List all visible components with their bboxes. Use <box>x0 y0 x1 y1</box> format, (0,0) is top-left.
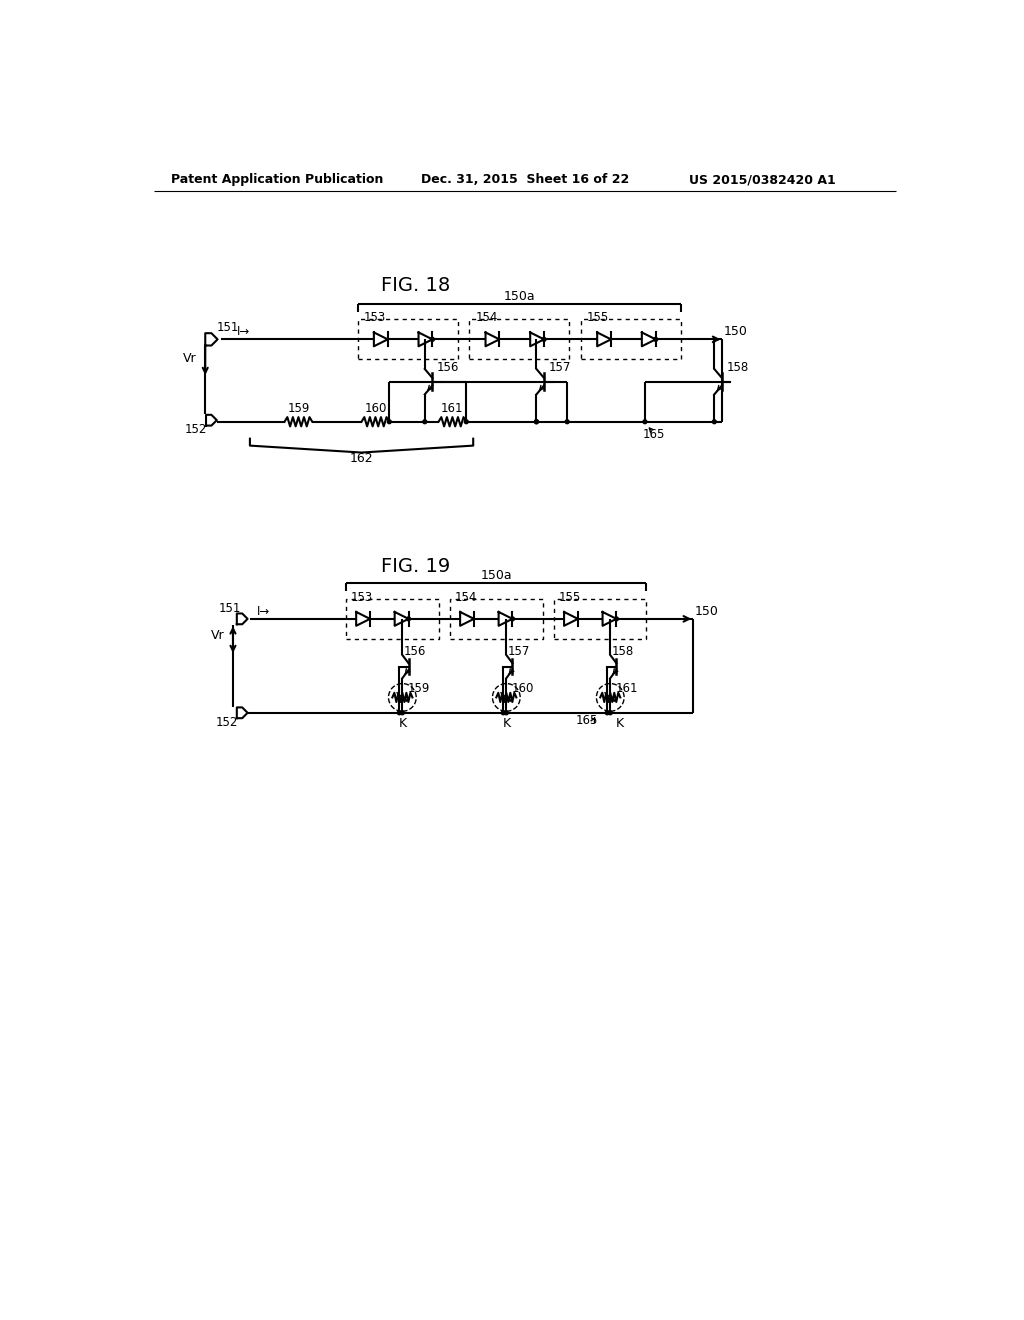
Text: I→: I→ <box>257 605 270 618</box>
Text: 155: 155 <box>587 312 609 325</box>
Text: Dec. 31, 2015  Sheet 16 of 22: Dec. 31, 2015 Sheet 16 of 22 <box>421 173 629 186</box>
Text: 152: 152 <box>184 422 207 436</box>
Circle shape <box>430 338 434 342</box>
Bar <box>451 599 543 639</box>
Text: 161: 161 <box>616 681 638 694</box>
Text: 156: 156 <box>403 644 426 657</box>
Circle shape <box>653 338 657 342</box>
Text: 150a: 150a <box>480 569 512 582</box>
Text: 151: 151 <box>217 321 240 334</box>
Text: 153: 153 <box>351 591 373 603</box>
Text: 150: 150 <box>694 605 719 618</box>
Text: FIG. 18: FIG. 18 <box>381 276 451 294</box>
Text: 165: 165 <box>575 714 598 727</box>
Text: 165: 165 <box>643 428 666 441</box>
Circle shape <box>643 420 647 424</box>
Circle shape <box>400 711 404 714</box>
Text: 160: 160 <box>512 681 535 694</box>
Bar <box>357 319 458 359</box>
Circle shape <box>535 420 539 424</box>
Text: 158: 158 <box>726 362 749 375</box>
Text: 153: 153 <box>364 312 386 325</box>
Text: K: K <box>398 717 407 730</box>
Circle shape <box>614 616 618 620</box>
Circle shape <box>397 711 401 714</box>
Text: I→: I→ <box>238 325 251 338</box>
Text: 154: 154 <box>455 591 477 603</box>
Text: 155: 155 <box>559 591 581 603</box>
Text: US 2015/0382420 A1: US 2015/0382420 A1 <box>688 173 836 186</box>
Circle shape <box>387 420 391 424</box>
Circle shape <box>565 420 569 424</box>
Text: 161: 161 <box>441 403 464 416</box>
Text: K: K <box>615 717 624 730</box>
Circle shape <box>502 711 505 714</box>
Text: 158: 158 <box>611 644 634 657</box>
Text: Vr: Vr <box>183 352 197 366</box>
Bar <box>554 599 646 639</box>
Text: 152: 152 <box>216 715 238 729</box>
Text: Vr: Vr <box>211 630 224 643</box>
Text: 151: 151 <box>219 602 241 615</box>
Bar <box>469 319 569 359</box>
Text: K: K <box>502 717 510 730</box>
Circle shape <box>535 420 539 424</box>
Circle shape <box>605 711 609 714</box>
Circle shape <box>542 338 546 342</box>
Circle shape <box>423 420 427 424</box>
Circle shape <box>407 616 411 620</box>
Circle shape <box>713 420 716 424</box>
Text: 157: 157 <box>548 362 570 375</box>
Circle shape <box>464 420 468 424</box>
Text: 159: 159 <box>288 403 309 416</box>
Text: Patent Application Publication: Patent Application Publication <box>171 173 383 186</box>
Text: FIG. 19: FIG. 19 <box>381 557 451 576</box>
Circle shape <box>505 711 508 714</box>
Bar <box>581 319 681 359</box>
Circle shape <box>608 711 612 714</box>
Bar <box>346 599 438 639</box>
Text: 150a: 150a <box>504 289 536 302</box>
Text: 160: 160 <box>365 403 387 416</box>
Text: 156: 156 <box>436 362 459 375</box>
Text: 154: 154 <box>475 312 498 325</box>
Text: 159: 159 <box>409 681 430 694</box>
Circle shape <box>511 616 514 620</box>
Text: 150: 150 <box>724 325 748 338</box>
Text: 162: 162 <box>350 453 374 465</box>
Text: 157: 157 <box>508 644 529 657</box>
